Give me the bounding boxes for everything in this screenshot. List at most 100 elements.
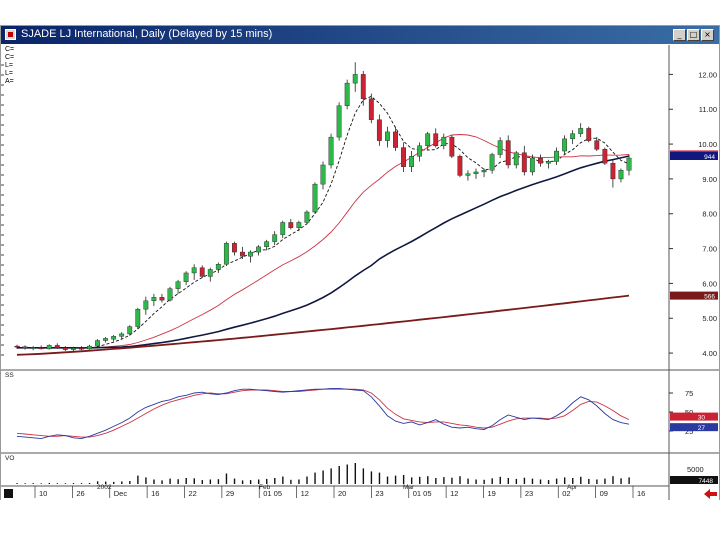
candle-down bbox=[457, 156, 463, 176]
close-button[interactable]: × bbox=[701, 29, 714, 41]
moving-averages bbox=[16, 95, 630, 356]
legend-line-1: C= bbox=[5, 54, 14, 61]
volume-bar bbox=[185, 478, 187, 484]
candle-up bbox=[215, 264, 221, 270]
volume-bar bbox=[225, 473, 228, 484]
price-axis: 4.00 5.00 6.00 7.00 8.00 9.00 10.00 11.00 12.00 bbox=[669, 70, 717, 358]
candle-up bbox=[328, 136, 334, 166]
month-label: Apr bbox=[567, 484, 578, 491]
date-tick-label: 20 bbox=[338, 489, 346, 498]
legend-line-0: C= bbox=[5, 46, 14, 53]
candle-up bbox=[578, 128, 584, 134]
minimize-button[interactable]: _ bbox=[673, 29, 686, 41]
volume-bar bbox=[370, 471, 373, 484]
candle-down bbox=[360, 74, 366, 99]
candle-up bbox=[272, 234, 278, 242]
candle-down bbox=[199, 267, 205, 277]
candle-up bbox=[481, 170, 487, 173]
stoch-tick-label: 50 bbox=[685, 408, 693, 417]
month-label: Feb bbox=[259, 484, 271, 491]
candle-up bbox=[264, 241, 270, 248]
date-tick-label: 01 05 bbox=[413, 489, 432, 498]
volume-bar bbox=[274, 478, 276, 484]
candle-down bbox=[38, 347, 44, 350]
volume-label: VO bbox=[5, 455, 14, 462]
volume-bar bbox=[620, 478, 622, 484]
volume-bar bbox=[604, 478, 606, 484]
candle-up bbox=[489, 154, 495, 171]
price-tick-label: 4.00 bbox=[702, 349, 717, 358]
volume-bar bbox=[467, 478, 469, 484]
price-tag-box bbox=[670, 151, 718, 160]
candle-up bbox=[191, 267, 197, 274]
volume-bar bbox=[145, 477, 147, 484]
date-tick-label: 09 bbox=[600, 489, 608, 498]
ma-fast-line bbox=[16, 95, 630, 349]
volume-bar bbox=[209, 479, 212, 484]
volume-bar bbox=[443, 477, 445, 484]
volume-bar bbox=[153, 479, 155, 484]
candle-up bbox=[135, 308, 141, 327]
stoch-tag-label: 27 bbox=[698, 425, 706, 432]
maximize-button[interactable]: □ bbox=[687, 29, 700, 41]
candle-down bbox=[449, 136, 455, 157]
volume-bar bbox=[612, 476, 614, 484]
candle-up bbox=[417, 145, 423, 157]
date-tick-label: 10 bbox=[39, 489, 47, 498]
candle-up bbox=[546, 161, 551, 164]
candle-up bbox=[280, 222, 286, 235]
volume-bar bbox=[451, 477, 453, 484]
volume-bar bbox=[266, 478, 268, 484]
volume-bar bbox=[596, 479, 598, 484]
volume-bar bbox=[515, 478, 518, 484]
candle-up bbox=[312, 183, 318, 213]
candle-down bbox=[538, 157, 543, 164]
scroll-left-button[interactable] bbox=[4, 489, 13, 498]
candle-up bbox=[167, 288, 173, 301]
price-tick-label: 6.00 bbox=[702, 279, 717, 288]
volume-bar bbox=[257, 479, 260, 484]
volume-bars bbox=[16, 463, 630, 484]
price-tick-label: 5.00 bbox=[702, 314, 717, 323]
date-tick-label: 19 bbox=[488, 489, 496, 498]
candle-down bbox=[288, 222, 294, 228]
candle-down bbox=[62, 347, 68, 350]
stochastic-lines bbox=[16, 387, 630, 440]
stoch-label: SS bbox=[5, 372, 14, 379]
volume-bar bbox=[531, 478, 534, 484]
candle-up bbox=[95, 340, 100, 347]
candle-up bbox=[385, 131, 390, 141]
candle-up bbox=[207, 269, 213, 277]
candle-up bbox=[119, 333, 125, 337]
stoch-k-line bbox=[16, 387, 630, 440]
candle-up bbox=[30, 347, 36, 349]
candle-down bbox=[159, 297, 165, 301]
volume-bar bbox=[491, 478, 493, 484]
title-bar[interactable]: SJADE LJ International, Daily (Delayed b… bbox=[1, 26, 719, 44]
volume-bar bbox=[435, 478, 437, 484]
volume-bar bbox=[129, 481, 131, 484]
left-tick-marks bbox=[1, 64, 4, 356]
date-tick-label: 12 bbox=[450, 489, 458, 498]
candle-down bbox=[376, 119, 382, 141]
candle-up bbox=[554, 150, 559, 162]
volume-bar bbox=[161, 480, 163, 484]
candle-up bbox=[111, 336, 117, 340]
ma-mid-line bbox=[17, 134, 630, 349]
back-arrow-icon[interactable] bbox=[704, 489, 717, 499]
candle-up bbox=[425, 133, 431, 147]
date-axis: 10 26 Dec 16 22 29 01 05 12 20 23 01 05 12 19 23 02 09 1… bbox=[34, 484, 645, 498]
candle-up bbox=[151, 297, 157, 302]
candle-down bbox=[79, 347, 84, 350]
candle-up bbox=[513, 152, 519, 166]
month-label: Mar bbox=[403, 484, 415, 491]
candle-down bbox=[610, 163, 616, 180]
candle-up bbox=[441, 136, 447, 147]
candle-up bbox=[626, 157, 632, 171]
stoch-tick-label: 25 bbox=[685, 427, 693, 436]
candle-up bbox=[352, 74, 358, 84]
volume-bar bbox=[402, 475, 405, 484]
candle-down bbox=[22, 346, 28, 349]
candle-up bbox=[127, 326, 133, 335]
volume-bar bbox=[386, 476, 389, 484]
